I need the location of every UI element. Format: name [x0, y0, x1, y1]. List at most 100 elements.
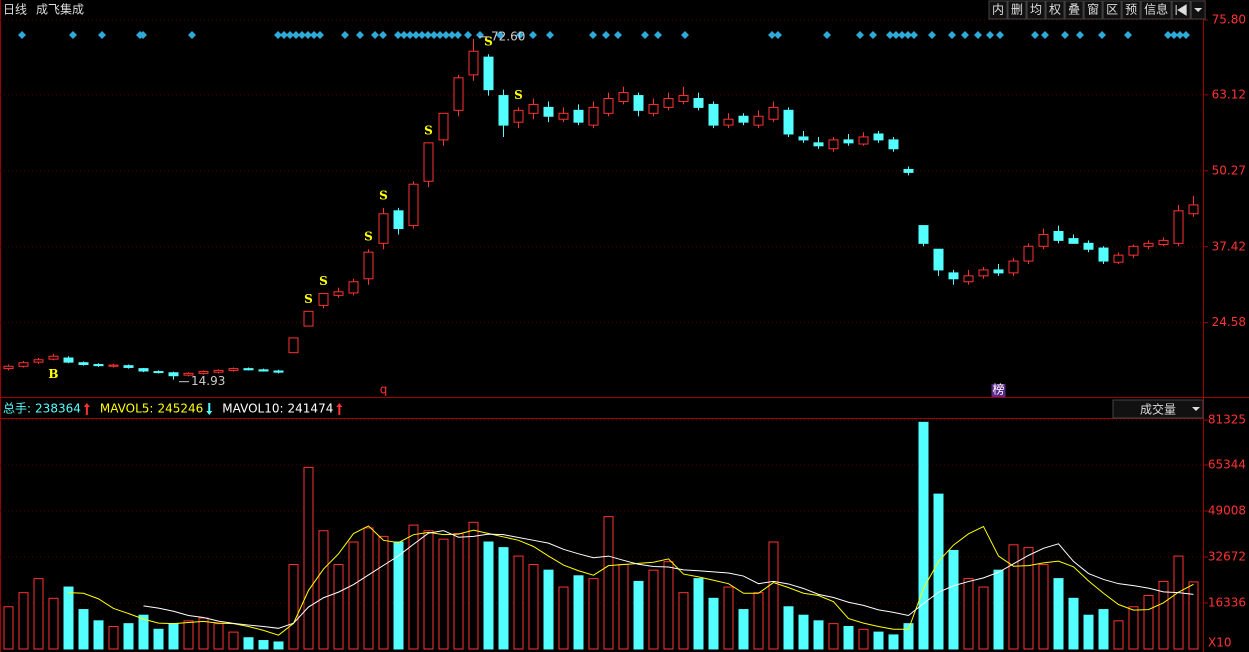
volume-bar — [513, 555, 524, 650]
signal-diamond — [464, 31, 472, 39]
volume-bar — [198, 617, 209, 650]
volume-bar — [1098, 609, 1109, 650]
signal-diamond — [546, 31, 554, 39]
volume-bar — [63, 586, 74, 650]
signal-diamond — [356, 31, 364, 39]
signal-diamond — [18, 31, 26, 39]
volume-bar — [663, 561, 674, 650]
volume-bar — [768, 541, 779, 650]
signal-diamond — [188, 31, 196, 39]
candle-body — [3, 365, 14, 370]
volume-bar — [843, 625, 854, 650]
trend-arrow — [83, 403, 90, 415]
toolbar-button[interactable] — [1064, 0, 1084, 20]
signal-diamond — [1124, 31, 1132, 39]
candle-body — [18, 362, 29, 367]
candle-body — [183, 372, 194, 376]
volume-bar — [423, 530, 434, 650]
toolbar-button[interactable] — [1121, 0, 1141, 20]
candle-body — [1188, 204, 1199, 215]
signal-diamond — [371, 31, 379, 39]
annotation-label: 72.60 — [491, 29, 525, 43]
candle-body — [198, 371, 209, 374]
candle-body — [93, 363, 104, 367]
toolbar-button[interactable] — [988, 0, 1008, 20]
candle-body — [243, 368, 254, 371]
candle-body — [123, 365, 134, 368]
signal-diamond — [614, 31, 622, 39]
volume-bar — [558, 586, 569, 650]
candle-body — [768, 106, 779, 120]
signal-diamond — [681, 31, 689, 39]
candle-body — [633, 95, 644, 111]
annotation-label: 14.93 — [191, 374, 225, 388]
trade-signal: S — [364, 230, 373, 244]
candle-body — [528, 103, 539, 114]
toolbar-button[interactable] — [1102, 0, 1122, 20]
signal-diamond — [400, 31, 408, 39]
candle-body — [78, 362, 89, 365]
toolbar-button-label: 窗 — [1087, 3, 1099, 17]
candle-body — [1068, 238, 1079, 244]
candle-body — [828, 139, 839, 150]
signal-diamond — [496, 31, 504, 39]
volume-bar — [258, 640, 269, 650]
volume-bar — [123, 623, 134, 650]
volume-bar — [303, 466, 314, 650]
ma-line — [68, 525, 1194, 636]
signal-diamond — [869, 31, 877, 39]
toolbar-button[interactable] — [1140, 0, 1172, 20]
candle-body — [723, 118, 734, 126]
signal-diamond — [948, 31, 956, 39]
trade-signal: S — [304, 292, 313, 306]
signal-diamond — [886, 31, 894, 39]
period-label[interactable]: 日线 — [3, 3, 27, 17]
candle-body — [48, 355, 59, 360]
toolbar-button-label: 权 — [1049, 3, 1061, 17]
volume-bar — [213, 623, 224, 650]
stat-label: 总手: — [3, 402, 31, 416]
signal-diamond — [641, 31, 649, 39]
signal-diamond — [928, 31, 936, 39]
volume-bar — [903, 623, 914, 650]
signal-diamond — [418, 31, 426, 39]
volume-bar — [1068, 597, 1079, 650]
toolbar-button[interactable] — [1045, 0, 1065, 20]
volume-bar — [408, 524, 419, 650]
signal-diamond — [529, 31, 537, 39]
volume-bar — [3, 606, 14, 650]
indicator-dropdown[interactable] — [1112, 399, 1204, 419]
volume-unit: X10 — [1208, 636, 1232, 650]
toolbar-button[interactable] — [1026, 0, 1046, 20]
signal-diamond — [442, 31, 450, 39]
candle-body — [1128, 245, 1139, 256]
signal-diamond — [292, 31, 300, 39]
signal-diamond — [394, 31, 402, 39]
toolbar-button[interactable] — [1083, 0, 1103, 20]
event-marker: 榜 — [992, 382, 1004, 397]
candle-body — [648, 103, 659, 114]
signal-diamond — [1182, 31, 1190, 39]
toolbar-button-label: 区 — [1106, 3, 1118, 17]
candle-body — [858, 136, 869, 145]
y-tick-label: 24.58 — [1212, 315, 1246, 329]
toolbar-button[interactable] — [1007, 0, 1027, 20]
trade-signal: S — [484, 35, 493, 49]
candle-body — [993, 269, 1004, 274]
toolbar-button-label: 删 — [1011, 3, 1023, 17]
volume-bar — [1158, 580, 1169, 650]
signal-diamond — [436, 31, 444, 39]
candle-body — [1173, 210, 1184, 244]
stat-value: 238364 — [35, 402, 81, 416]
stat-value: 245246 — [157, 402, 203, 416]
volume-bar — [738, 609, 749, 650]
candle-body — [468, 50, 479, 76]
candle-body — [978, 269, 989, 277]
candle-body — [318, 293, 329, 306]
stat-label: MAVOL10: — [222, 402, 283, 416]
menu-arrow — [1194, 8, 1203, 12]
signal-diamond — [823, 31, 831, 39]
candle-body — [693, 98, 704, 108]
candle-body — [543, 106, 554, 117]
volume-bar — [333, 564, 344, 650]
